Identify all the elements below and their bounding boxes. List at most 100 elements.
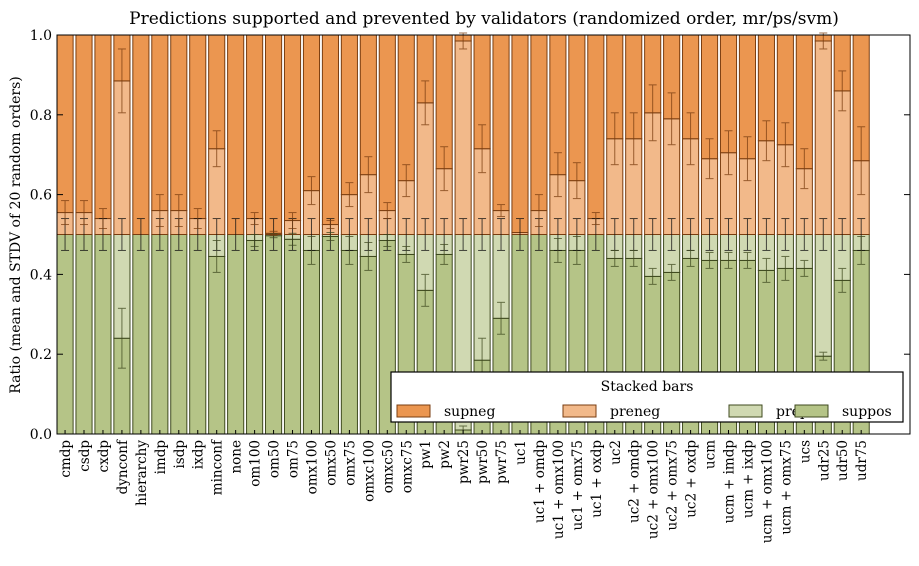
error-bar-suppos — [724, 251, 733, 269]
bar-supneg-isdp — [170, 34, 188, 212]
x-tick-label: ixdp — [191, 440, 207, 469]
x-tick-label: pw2 — [437, 440, 453, 469]
bar-suppos-imdp — [151, 234, 169, 435]
x-tick-label: udr50 — [835, 440, 851, 481]
error-bar-preneg — [326, 220, 335, 230]
bar-supneg-ixdp — [189, 34, 207, 220]
error-bar-preneg — [667, 92, 676, 146]
error-bar-preneg — [743, 136, 752, 182]
error-bar-mid — [743, 218, 752, 251]
legend-swatch-preneg — [562, 404, 597, 418]
bar-suppos-ixdp — [189, 234, 207, 435]
error-bar-suppos — [686, 249, 695, 267]
bar-supneg-cmdp — [56, 34, 74, 214]
bar-suppos-omx75 — [340, 249, 358, 435]
bar-supneg-om50 — [265, 34, 283, 234]
x-tick-label: none — [229, 440, 245, 474]
error-bar-mid — [231, 218, 240, 251]
error-bar-suppos — [383, 234, 392, 247]
error-bar-mid — [800, 218, 809, 251]
y-tick-label: 0.0 — [30, 427, 52, 443]
error-bar-mid — [421, 218, 430, 251]
error-bar-preneg — [497, 204, 506, 218]
error-bar-suppos — [326, 232, 335, 241]
bar-supneg-om100 — [246, 34, 264, 220]
bar-supneg-uc1 — [511, 34, 529, 234]
bar-preneg-pwr25 — [454, 40, 472, 235]
error-bar-mid — [478, 218, 487, 251]
bar-supneg-none — [227, 34, 245, 235]
bar-prepos-udr25 — [814, 234, 832, 357]
y-tick-label: 0.4 — [30, 267, 52, 283]
error-bar-suppos — [117, 307, 126, 369]
error-bar-preneg — [61, 200, 70, 226]
bar-supneg-omx50 — [321, 34, 339, 226]
error-bar-preneg — [117, 48, 126, 114]
error-bar-suppos — [857, 235, 866, 265]
error-bar-preneg — [307, 176, 316, 206]
error-bar-suppos — [838, 267, 847, 293]
bar-supneg-omx75 — [340, 34, 358, 196]
x-tick-label: pw1 — [418, 440, 434, 469]
x-tick-label: ucm + imdp — [722, 440, 738, 523]
error-bar-mid — [762, 218, 771, 251]
x-tick-label: udr75 — [854, 440, 870, 481]
bar-supneg-pwr75 — [492, 34, 510, 212]
error-bar-preneg — [459, 32, 468, 50]
x-tick-label: ucm + omx100 — [759, 440, 775, 543]
x-tick-label: uc2 + omx100 — [646, 440, 662, 539]
bar-supneg-omxc50 — [378, 34, 396, 212]
error-bar-suppos — [421, 273, 430, 307]
error-bar-suppos — [572, 235, 581, 265]
bar-preneg-udr50 — [833, 90, 851, 235]
error-bar-suppos — [497, 301, 506, 335]
y-axis-label: Ratio (mean and STDV of 20 random orders… — [8, 76, 24, 393]
x-tick-label: minconf — [210, 439, 226, 495]
x-tick-label: omxc75 — [399, 440, 415, 493]
x-tick-label: uc1 + omdp — [532, 440, 548, 523]
bar-supneg-csdp — [75, 34, 93, 214]
error-bar-preneg — [705, 138, 714, 180]
x-tick-label: om100 — [248, 440, 264, 487]
y-tick-label: 0.2 — [30, 347, 52, 363]
bar-suppos-cxdp — [94, 234, 112, 435]
x-tick-label: omxc50 — [380, 440, 396, 493]
bar-suppos-omx100 — [302, 249, 321, 435]
x-tick-label: uc1 — [513, 440, 529, 465]
x-tick-label: omx75 — [342, 440, 358, 486]
x-tick-label: csdp — [77, 440, 93, 472]
error-bar-suppos — [705, 251, 714, 269]
error-bar-suppos — [250, 234, 259, 247]
error-bar-preneg — [345, 182, 354, 208]
error-bar-preneg — [98, 208, 107, 230]
bar-supneg-omx100 — [302, 34, 321, 192]
error-bar-preneg — [269, 230, 278, 236]
bar-supneg-uc1-omdp — [530, 34, 548, 212]
error-bar-preneg — [478, 124, 487, 174]
error-bar-suppos — [212, 239, 221, 273]
error-bar-preneg — [762, 120, 771, 162]
error-bar-mid — [781, 218, 790, 251]
error-bar-preneg — [553, 152, 562, 198]
bar-suppos-om50 — [265, 235, 283, 435]
x-tick-label: cmdp — [58, 440, 74, 478]
x-tick-label: omx50 — [323, 440, 339, 486]
error-bar-preneg — [591, 212, 600, 226]
y-tick-label: 1.0 — [30, 28, 52, 44]
error-bar-preneg — [800, 148, 809, 190]
error-bar-mid — [838, 218, 847, 251]
bar-supneg-uc1-omx75 — [568, 34, 586, 182]
error-bar-suppos — [402, 245, 411, 263]
bar-supneg-cxdp — [94, 34, 112, 220]
legend-label-supneg: supneg — [444, 404, 495, 420]
legend-title: Stacked bars — [601, 379, 694, 395]
chart-title: Predictions supported and prevented by v… — [129, 9, 839, 29]
bar-preneg-udr25 — [814, 40, 832, 235]
error-bar-preneg — [724, 130, 733, 176]
bar-suppos-minconf — [208, 255, 226, 435]
error-bar-preneg — [421, 80, 430, 126]
error-bar-mid — [724, 218, 733, 251]
x-tick-label: ucm + omx75 — [778, 440, 794, 535]
x-tick-label: udr25 — [816, 440, 832, 481]
bar-suppos-csdp — [75, 234, 93, 435]
